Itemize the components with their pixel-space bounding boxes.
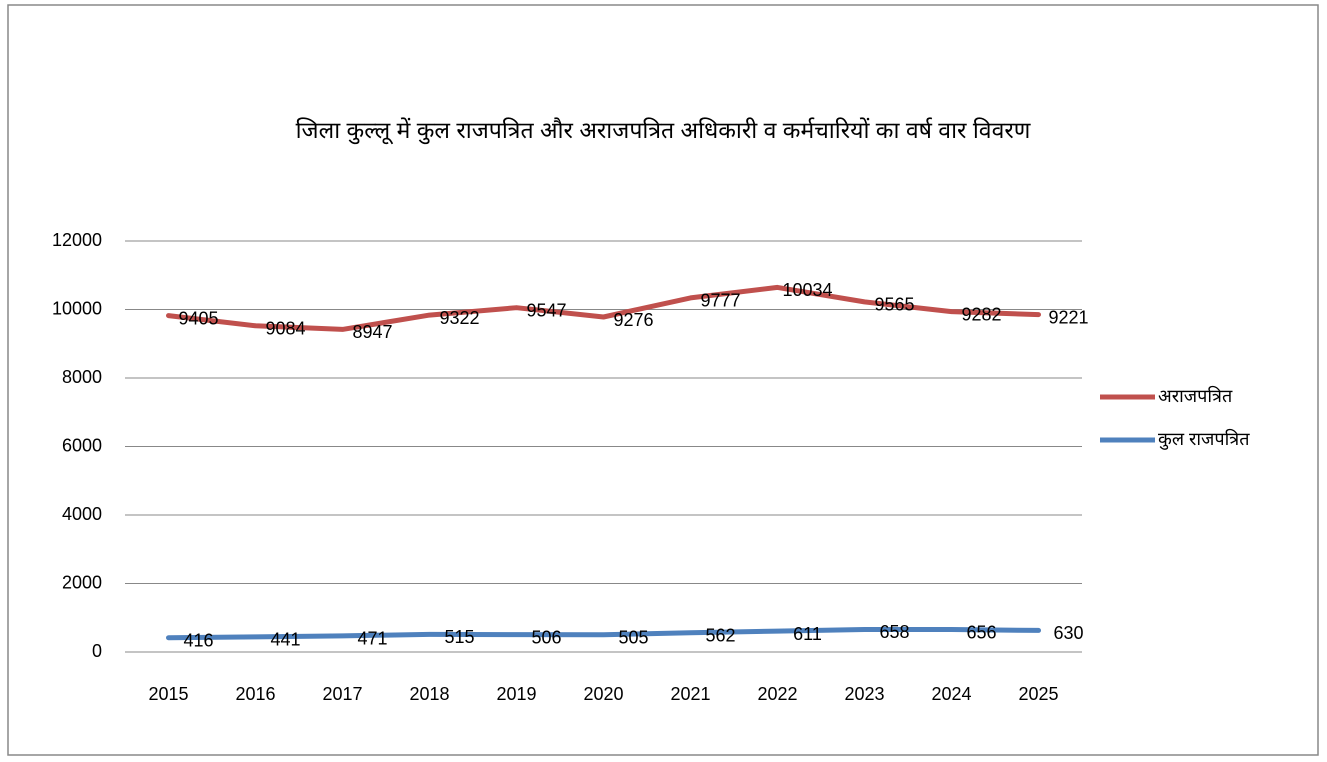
- legend-label: कुल राजपत्रित: [1158, 428, 1250, 450]
- data-label: 562: [705, 626, 735, 646]
- data-label: 10034: [782, 280, 832, 300]
- x-tick-label: 2018: [409, 684, 449, 704]
- data-label: 9547: [526, 300, 566, 320]
- data-label: 9282: [961, 304, 1001, 324]
- data-label: 9276: [613, 310, 653, 330]
- y-tick-label: 8000: [62, 367, 102, 387]
- x-tick-label: 2021: [670, 684, 710, 704]
- data-label: 515: [444, 627, 474, 647]
- y-tick-label: 10000: [52, 298, 102, 318]
- x-tick-label: 2023: [844, 684, 884, 704]
- data-label: 630: [1053, 623, 1083, 643]
- x-tick-label: 2016: [235, 684, 275, 704]
- data-label: 658: [879, 622, 909, 642]
- x-tick-label: 2017: [322, 684, 362, 704]
- data-label: 611: [793, 624, 822, 644]
- data-label: 9405: [178, 308, 218, 328]
- x-tick-label: 2019: [496, 684, 536, 704]
- data-label: 9565: [874, 295, 914, 315]
- x-tick-label: 2025: [1018, 684, 1058, 704]
- chart-title: जिला कुल्लू में कुल राजपत्रित और अराजपत्…: [296, 117, 1031, 145]
- y-tick-label: 0: [92, 641, 102, 661]
- x-tick-label: 2024: [931, 684, 971, 704]
- data-label: 506: [531, 627, 561, 647]
- x-tick-label: 2015: [148, 684, 188, 704]
- y-tick-label: 12000: [52, 230, 102, 250]
- chart-frame: [7, 4, 1319, 756]
- data-label: 416: [183, 631, 213, 651]
- data-label: 505: [618, 627, 648, 647]
- series-line: [166, 626, 1041, 641]
- y-tick-label: 4000: [62, 504, 102, 524]
- legend-label: अराजपत्रित: [1158, 385, 1233, 406]
- x-tick-label: 2020: [583, 684, 623, 704]
- data-label: 656: [966, 622, 996, 642]
- data-label: 9322: [439, 308, 479, 328]
- data-label: 471: [357, 629, 387, 649]
- y-tick-label: 2000: [62, 572, 102, 592]
- data-label: 9084: [265, 319, 305, 339]
- data-label: 441: [270, 630, 300, 650]
- data-label: 9221: [1048, 307, 1088, 327]
- data-label: 8947: [352, 322, 392, 342]
- data-label: 9777: [700, 291, 740, 311]
- y-tick-label: 6000: [62, 435, 102, 455]
- series-line: [166, 284, 1041, 332]
- x-tick-label: 2022: [757, 684, 797, 704]
